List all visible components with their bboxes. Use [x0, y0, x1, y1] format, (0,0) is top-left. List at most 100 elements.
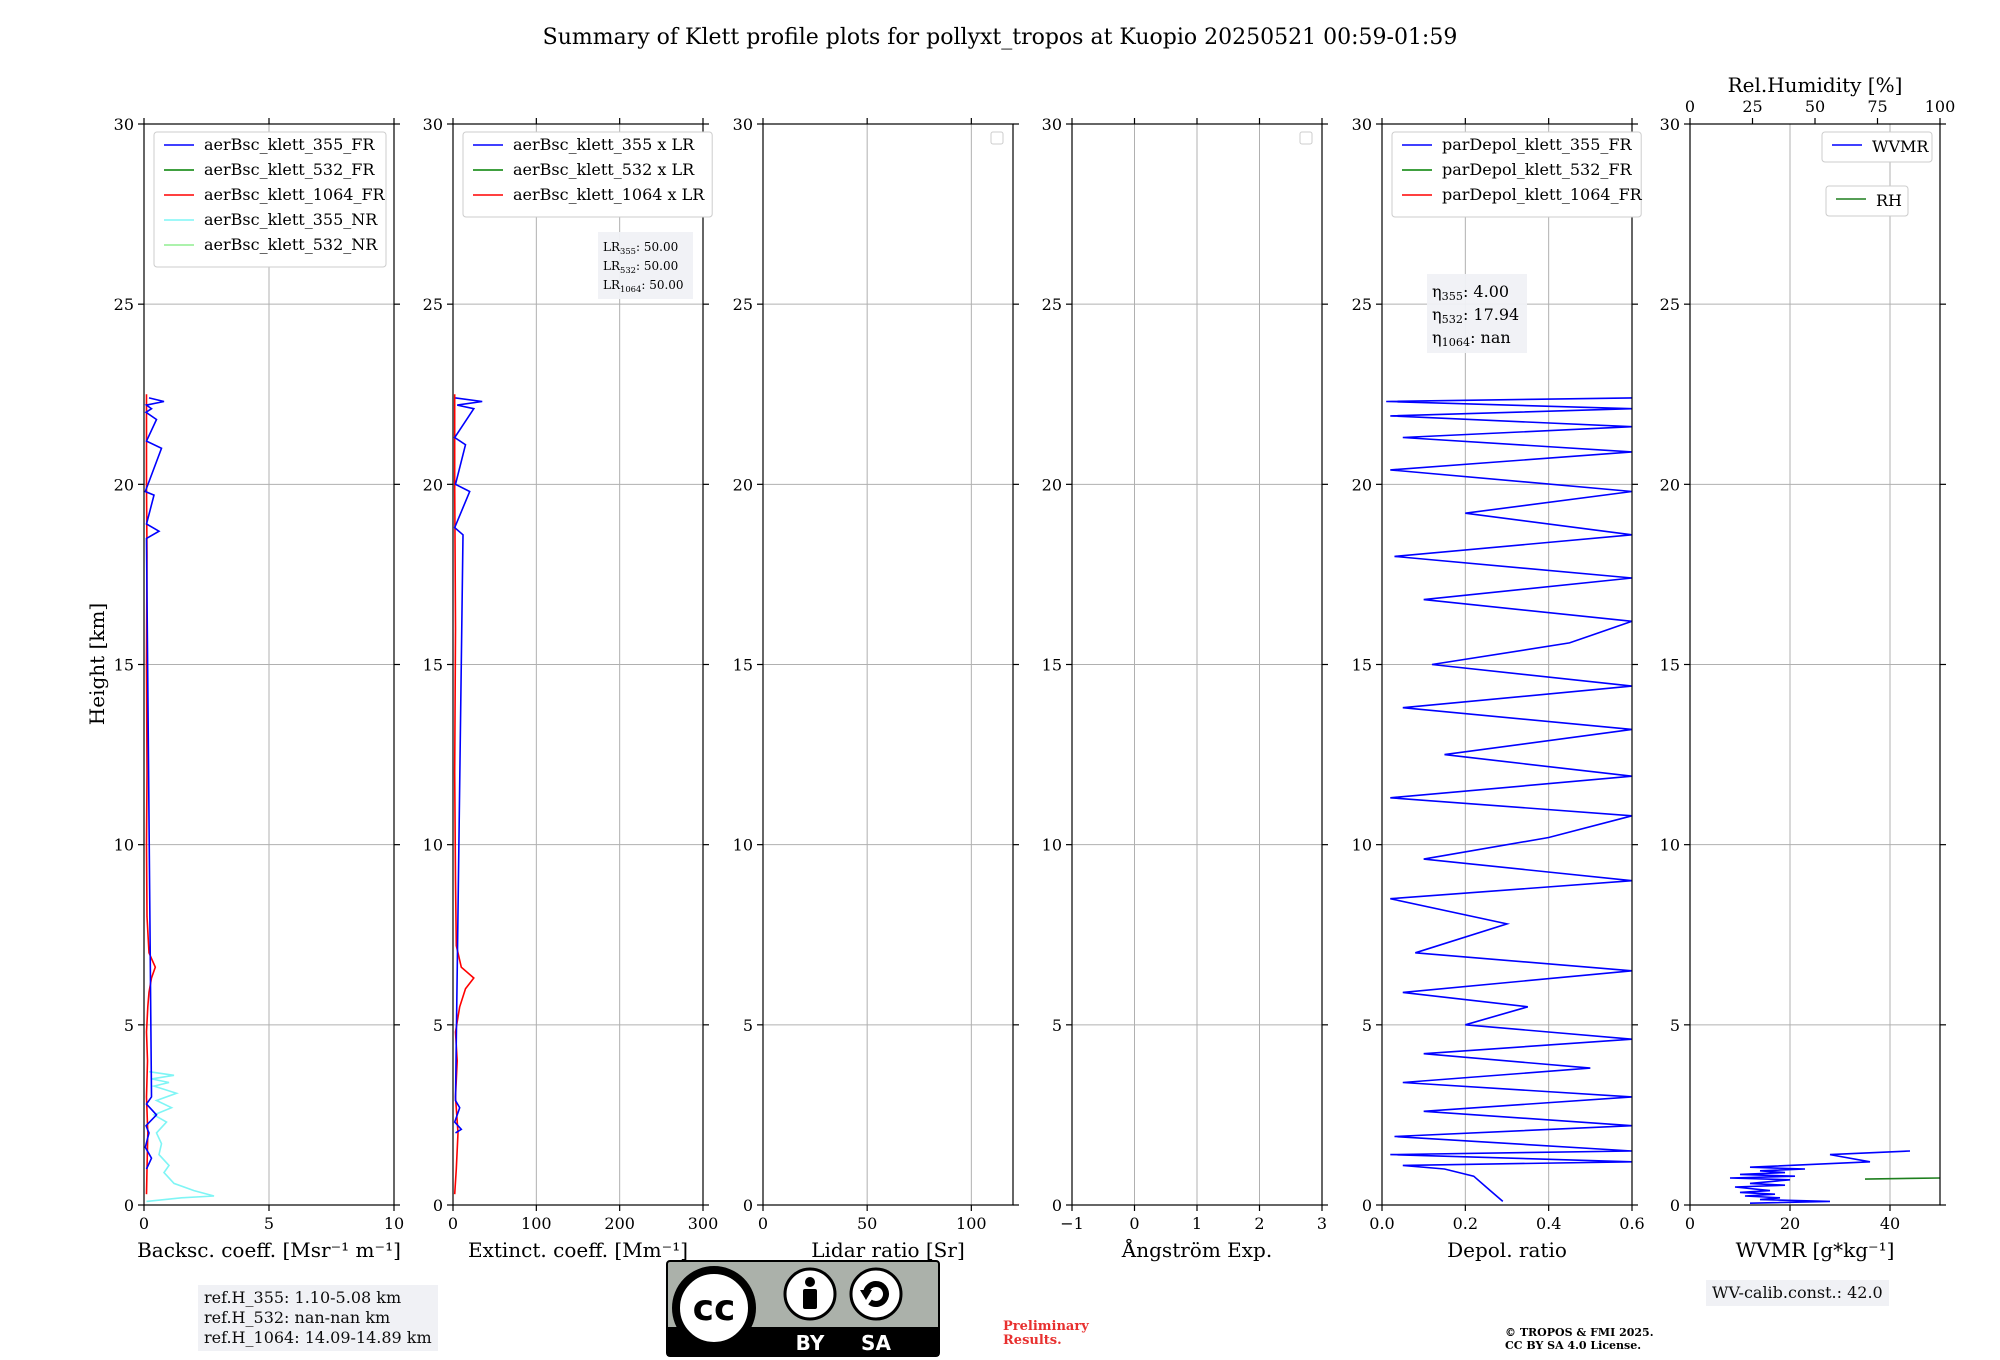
x-tick-label: 0.2: [1453, 1214, 1478, 1233]
x-tick-label: 0: [139, 1214, 149, 1233]
y-tick-label: 5: [743, 1016, 753, 1035]
copyright-line2: CC BY SA 4.0 License.: [1505, 1339, 1642, 1352]
annotation-symbol: η: [1432, 305, 1442, 324]
preliminary-note: Preliminary Results.: [1003, 1320, 1089, 1348]
annotation-symbol: η: [1432, 328, 1442, 347]
x-tick-label: 5: [264, 1214, 274, 1233]
x-tick-label: 200: [604, 1214, 635, 1233]
annotation-box: [598, 232, 693, 299]
annotation-value: : 17.94: [1463, 305, 1519, 324]
legend-label: parDepol_klett_1064_FR: [1442, 185, 1643, 204]
x-tick-label: 0: [1129, 1214, 1139, 1233]
legend-box: [462, 131, 713, 218]
empty-legend-box: [1299, 131, 1313, 145]
x-axis-label: Depol. ratio: [1447, 1238, 1567, 1262]
y-tick-label: 30: [423, 115, 443, 134]
y-tick-label: 0: [124, 1196, 134, 1215]
cc-by-label: BY: [796, 1331, 825, 1355]
y-tick-label: 15: [114, 656, 134, 675]
share-alike-arrowhead-icon: [860, 1290, 872, 1300]
cc-sa-label: SA: [861, 1331, 891, 1355]
top-x-axis-label: Rel.Humidity [%]: [1728, 73, 1903, 97]
y-tick-label: 25: [1042, 295, 1062, 314]
y-tick-label: 15: [733, 656, 753, 675]
x-tick-label: 1: [1192, 1214, 1202, 1233]
y-tick-label: 15: [1660, 656, 1680, 675]
y-tick-label: 10: [423, 836, 443, 855]
y-tick-label: 5: [124, 1016, 134, 1035]
share-alike-arrow-icon: [863, 1281, 889, 1307]
annotation-box: [1427, 274, 1527, 353]
y-tick-label: 20: [1660, 475, 1680, 494]
series-line-aerBsc_klett_1064 x LR: [453, 394, 475, 1195]
x-tick-label: 0.0: [1369, 1214, 1394, 1233]
refH-532: ref.H_532: nan-nan km: [204, 1308, 391, 1327]
panel-depol: 0 5 10 15 20 25 30 0.0 0.2 0.4 0.6 Depol. ratio parD…: [1352, 115, 1645, 1262]
y-tick-label: 20: [1352, 475, 1372, 494]
y-tick-label: 0: [1362, 1196, 1372, 1215]
preliminary-line2: Results.: [1003, 1333, 1062, 1348]
x-tick-label: 0: [448, 1214, 458, 1233]
y-tick-label: 0: [1052, 1196, 1062, 1215]
y-tick-label: 10: [733, 836, 753, 855]
y-tick-label: 20: [114, 475, 134, 494]
annotation-line: LR355: 50.00: [603, 240, 678, 256]
y-tick-label: 15: [1042, 656, 1062, 675]
x-axis-label: Backsc. coeff. [Msr⁻¹ m⁻¹]: [137, 1238, 401, 1262]
x-tick-label: 20: [1780, 1214, 1800, 1233]
annotation-symbol: LR: [603, 259, 621, 273]
y-tick-label: 0: [743, 1196, 753, 1215]
annotation-line: η355: 4.00: [1432, 282, 1509, 303]
y-tick-label: 30: [733, 115, 753, 134]
legend-label: aerBsc_klett_532_NR: [204, 235, 378, 254]
series-line-aerBsc_klett_355_NR: [146, 1070, 215, 1203]
y-tick-label: 5: [433, 1016, 443, 1035]
annotation-value: : nan: [1470, 328, 1511, 347]
legend-label: aerBsc_klett_1064 x LR: [513, 185, 705, 204]
x-axis-label: Extinct. coeff. [Mm⁻¹]: [468, 1238, 688, 1262]
annotation-symbol: η: [1432, 282, 1442, 301]
panel-wvmr: 0 5 10 15 20 25 30 0 20 40 WVMR [g*kg⁻¹] 0 25 50 75 100…: [1660, 73, 1956, 1262]
x-tick-label: 2: [1254, 1214, 1264, 1233]
top-x-tick-label: 0: [1685, 97, 1695, 116]
x-tick-label: 0.4: [1536, 1214, 1561, 1233]
legend-label: parDepol_klett_355_FR: [1442, 135, 1633, 154]
refH-355: ref.H_355: 1.10-5.08 km: [204, 1288, 402, 1307]
series-line-aerBsc_klett_355_FR: [144, 397, 165, 1170]
y-tick-label: 5: [1670, 1016, 1680, 1035]
x-tick-label: 100: [956, 1214, 987, 1233]
y-tick-label: 20: [733, 475, 753, 494]
legend-label: aerBsc_klett_355 x LR: [513, 135, 695, 154]
y-tick-label: 10: [114, 836, 134, 855]
y-tick-label: 25: [733, 295, 753, 314]
legend-label: aerBsc_klett_1064_FR: [204, 185, 386, 204]
series-line-parDepol_klett_355_FR: [1386, 397, 1633, 1203]
annotation-symbol: LR: [603, 278, 621, 292]
legend-label: WVMR: [1872, 137, 1929, 156]
y-tick-label: 0: [433, 1196, 443, 1215]
y-tick-label: 0: [1670, 1196, 1680, 1215]
series-line-WVMR: [1729, 1150, 1911, 1204]
x-tick-label: 0: [1685, 1214, 1695, 1233]
x-tick-label: 3: [1317, 1214, 1327, 1233]
wv-calib-text: WV-calib.const.: 42.0: [1712, 1283, 1883, 1302]
series-line-aerBsc_klett_355 x LR: [453, 397, 483, 1134]
wv-calib-box: WV-calib.const.: 42.0: [1706, 1280, 1889, 1306]
cc-logo-text: cc: [693, 1288, 736, 1329]
x-tick-label: 10: [384, 1214, 404, 1233]
top-x-tick-label: 100: [1925, 97, 1956, 116]
person-body-icon: [803, 1289, 817, 1309]
copyright-note: © TROPOS & FMI 2025. CC BY SA 4.0 Licens…: [1505, 1326, 1654, 1352]
panel-backscatter: 0 5 10 15 20 25 30 0 5 10 Backsc. coeff. [Msr⁻¹ m⁻…: [114, 115, 405, 1262]
top-x-tick-label: 25: [1742, 97, 1762, 116]
annotation-subscript: 1064: [620, 284, 641, 294]
preliminary-line1: Preliminary: [1003, 1319, 1089, 1334]
panel-lidar-ratio: 0 5 10 15 20 25 30 0 50 100 Lidar ratio [Sr]: [733, 115, 1019, 1262]
y-tick-label: 30: [1042, 115, 1062, 134]
top-x-tick-label: 75: [1867, 97, 1887, 116]
copyright-line1: © TROPOS & FMI 2025.: [1505, 1326, 1654, 1339]
y-tick-label: 30: [114, 115, 134, 134]
